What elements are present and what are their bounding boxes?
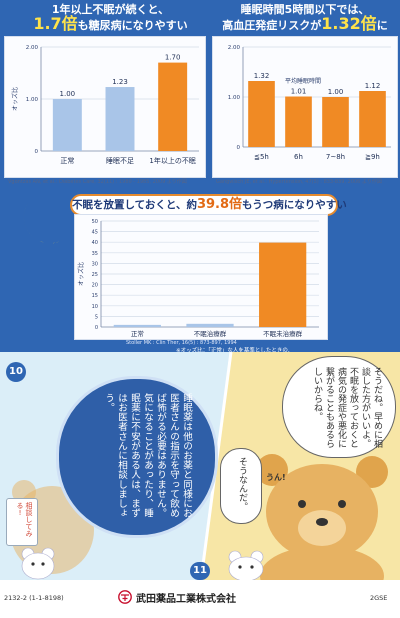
white-bear-left-icon (21, 547, 55, 580)
y-axis-label: オッズ比 (77, 262, 85, 286)
chart2-svg: 2.00 1.00 0 1.32 ≦5h 1.01 6h 1.00 7~8h 1.12 ≧9h 平均睡… (228, 45, 391, 161)
chart2-panel: 2.00 1.00 0 1.32 ≦5h 1.01 6h 1.00 7~8h 1.12 ≧9h 平均睡… (212, 36, 398, 178)
data-label: 1.00 (60, 90, 76, 98)
chart1-banner-line1: 1年以上不眠が続くと、 (51, 3, 170, 16)
bear-character-illustration (256, 454, 388, 580)
chart-bar (259, 242, 307, 327)
y-tick-label: 0 (35, 149, 39, 155)
data-label: 1.12 (365, 82, 381, 90)
chart3-title-post: もうつ病になりやすい (242, 199, 347, 211)
y-tick-label: 1.00 (228, 95, 241, 101)
y-axis-label: オッズ比 (11, 87, 19, 111)
data-label: 1.01 (291, 88, 307, 96)
chart2-banner-big: 1.32倍 (321, 14, 377, 33)
chart1-svg: 2.00 1.00 0 1.00 正常 1.23 睡眠不足 1.70 1年以上の不眠 オッズ比 (11, 45, 199, 165)
chart2-banner-line1: 睡眠時間5時間以下では、 (240, 3, 370, 16)
x-category-label: ≧9h (365, 153, 380, 161)
chart3-title: 不眠を放置しておくと、約39.8倍もうつ病になりやすい (70, 194, 347, 216)
x-category-label: 不眠未治療群 (263, 329, 303, 338)
chart3-title-big: 39.8倍 (196, 197, 243, 212)
exclaim-text: うん! (266, 473, 286, 482)
panel-number-left: 10 (6, 362, 26, 382)
white-bear-right-icon (228, 550, 264, 580)
x-category-label: 睡眠不足 (106, 157, 134, 165)
chart1-panel: 2.00 1.00 0 1.00 正常 1.23 睡眠不足 1.70 1年以上の不眠 オッズ比 (4, 36, 206, 178)
right-speech-bubble: そうだね。早めに相談した方がいいよ。不眠を放っておくと病気の発症や悪化に繋がるこ… (282, 356, 396, 458)
data-label: 1.70 (165, 54, 181, 62)
chart-bar (113, 324, 161, 327)
chart-bar (158, 62, 188, 151)
x-category-label: ≦5h (254, 153, 269, 161)
data-label: 1.00 (328, 88, 344, 96)
y-tick-label: 10 (92, 304, 98, 310)
x-category-label: 不眠治療群 (194, 329, 227, 338)
small-sign-text: 相談してみる! (16, 502, 33, 537)
y-tick-label: 0 (95, 325, 98, 331)
footer-code-right: 2GSE (370, 594, 388, 602)
x-category-label: 6h (294, 153, 303, 161)
chart2-banner-pre: 高血圧発症リスクが (222, 19, 322, 32)
small-sign: 相談してみる! (6, 498, 38, 546)
y-tick-label: 20 (92, 283, 98, 289)
data-label: 1.23 (112, 78, 128, 86)
y-tick-label: 50 (92, 219, 98, 225)
chart1-banner-big: 1.7倍 (33, 14, 78, 33)
chart3-note-line1: ※オッズ比：「正常」な人を基準としたときの、 (176, 348, 294, 354)
x-category-label: 正常 (60, 156, 74, 165)
chart-bar (322, 97, 349, 147)
chart1-citation: Vgontzas AN, et al.: Diabetes Care, 32(1… (8, 179, 187, 185)
chart-bar (105, 87, 135, 151)
y-tick-label: 0 (237, 145, 241, 151)
y-tick-label: 45 (92, 230, 98, 236)
x-category-label: 1年以上の不眠 (149, 156, 195, 165)
y-tick-label: 15 (92, 293, 98, 299)
chart3-citation: Stoller MK : Clin Ther, 16(5) : 873-897,… (126, 340, 237, 346)
chart1-banner-rest: も糖尿病になりやすい (77, 19, 188, 32)
y-tick-label: 30 (92, 261, 98, 267)
doctor-speech-text: 睡眠薬は他のお薬と同様にお医者さんの指示を守って飲めば怖がる必要はありません。気… (103, 393, 192, 518)
data-label: 1.32 (254, 72, 270, 80)
right-speech-text: そうだね。早めに相談した方がいいよ。不眠を放っておくと病気の発症や悪化に繋がるこ… (312, 367, 382, 448)
chart-bar (186, 323, 234, 327)
company-name: 武田薬品工業株式会社 (136, 594, 236, 605)
small-speech-bubble: そうなんだ。 (220, 448, 262, 524)
takeda-logo-icon (118, 590, 132, 604)
y-tick-label: 2.00 (26, 45, 39, 51)
chart2-citation: Gangwisch JE, et al.: Hypertension, 47(5… (216, 179, 382, 185)
y-tick-label: 2.00 (228, 45, 241, 51)
crescent-moon-icon (23, 198, 68, 244)
footer-code-left: 2132-2 (1-1-8198) (4, 594, 64, 602)
chart2-banner-post: に (376, 19, 388, 32)
x-category-label: 7~8h (326, 153, 345, 161)
chart-bar (285, 96, 312, 147)
comic-section: 10 11 (0, 352, 400, 580)
y-tick-label: 25 (92, 272, 98, 278)
panel-number-right: 11 (190, 562, 210, 580)
footer: 2132-2 (1-1-8198) 武田薬品工業株式会社 2GSE (0, 580, 400, 618)
y-tick-label: 40 (92, 240, 98, 246)
x-category-label: 正常 (131, 329, 144, 338)
y-tick-label: 35 (92, 251, 98, 257)
x-axis-label: 平均睡眠時間 (285, 77, 321, 85)
chart-bar (52, 99, 82, 151)
y-tick-label: 5 (95, 314, 98, 320)
chart2-banner: 睡眠時間5時間以下では、 高血圧発症リスクが1.32倍に (215, 3, 395, 33)
chart3-panel: 50 45 40 35 30 25 20 15 10 5 0 正常 不眠治療群 不眠未治療群 オッズ比 (74, 214, 328, 340)
chart-bar (248, 81, 275, 147)
chart3-title-pre: 不眠を放置しておくと、約 (72, 199, 197, 211)
chart1-banner: 1年以上不眠が続くと、 1.7倍も糖尿病になりやすい (18, 3, 203, 33)
small-speech-text: そうなんだ。 (237, 457, 247, 511)
y-tick-label: 1.00 (26, 97, 39, 103)
chart-bar (359, 91, 386, 147)
doctor-speech-bubble: 睡眠薬は他のお薬と同様にお医者さんの指示を守って飲めば怖がる必要はありません。気… (56, 376, 218, 538)
